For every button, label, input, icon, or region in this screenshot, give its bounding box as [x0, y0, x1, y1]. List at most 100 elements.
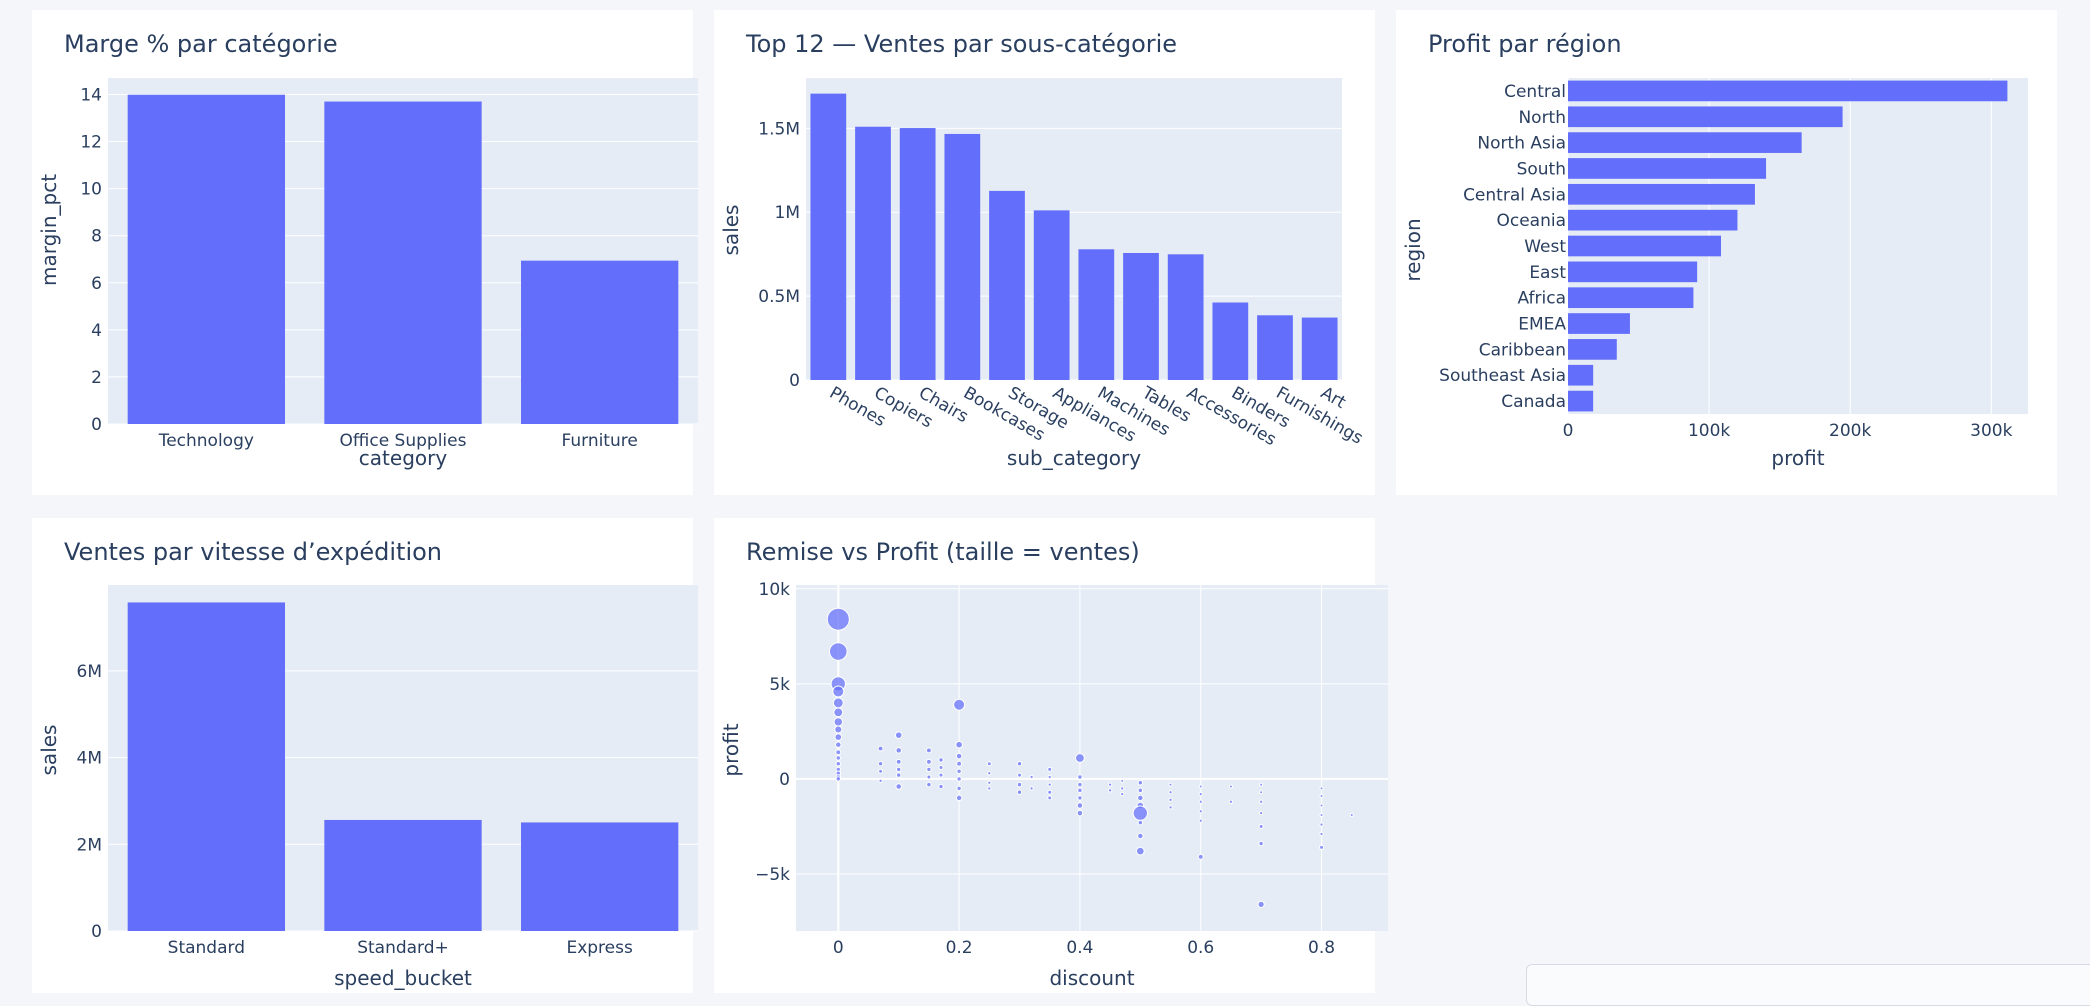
bar — [1568, 364, 1594, 386]
bar — [1301, 317, 1338, 380]
scatter-point — [1029, 774, 1034, 780]
card-profit-by-region: Profit par région 0 100k 200k 300k Central No… — [1396, 10, 2057, 495]
scatter-point — [956, 768, 962, 775]
bar-chart-region: 0 100k 200k 300k Central North North Asia South… — [1401, 78, 2028, 470]
y-tick-label: 10 — [80, 180, 102, 200]
x-tick-label: 0.4 — [1066, 938, 1093, 958]
y-tick-label: 5k — [769, 675, 790, 695]
card-sales-by-speed: Ventes par vitesse d’expédition 0 2M 4M 6M S… — [32, 518, 698, 993]
scatter-point — [1259, 790, 1264, 795]
scatter-point — [1132, 805, 1148, 821]
y-tick-label: 0.5M — [758, 287, 800, 307]
scatter-point — [1349, 813, 1354, 818]
y-tick-label: 0 — [91, 415, 102, 435]
y-tick-label: 8 — [91, 227, 102, 247]
bar — [1568, 339, 1617, 360]
scatter-point — [1228, 799, 1234, 804]
x-tick-label: Office Supplies — [340, 431, 467, 451]
scatter-point — [938, 765, 944, 770]
scatter-point — [833, 717, 843, 727]
x-tick-label: Furniture — [562, 431, 638, 451]
bar — [1078, 249, 1115, 380]
scatter-point — [1075, 753, 1085, 763]
scatter-chart-discount-profit: 0 0.2 0.4 0.6 0.8 −5k 0 5k 10k discount profit — [719, 580, 1388, 990]
scatter-point — [1120, 778, 1125, 783]
bar — [1568, 106, 1843, 128]
x-axis-title: sub_category — [1007, 446, 1141, 470]
x-tick-label: 0.2 — [946, 938, 973, 958]
bar — [1033, 210, 1070, 380]
y-tick-label: 6 — [91, 274, 102, 294]
bar — [1212, 302, 1249, 380]
scatter-point — [833, 707, 844, 718]
scatter-point — [1197, 853, 1204, 860]
scatter-point — [1120, 786, 1125, 791]
y-tick-label: Caribbean — [1479, 340, 1566, 360]
scatter-point — [1047, 782, 1052, 787]
scatter-point — [925, 758, 932, 765]
y-axis-title: sales — [37, 725, 61, 776]
bar — [989, 190, 1025, 380]
scatter-point — [835, 761, 841, 767]
chart-title: Marge % par catégorie — [64, 30, 338, 58]
x-tick-label: 300k — [1970, 421, 2012, 441]
x-tick-label: 0.6 — [1187, 938, 1214, 958]
y-tick-label: 4M — [77, 749, 102, 769]
bar — [1568, 313, 1630, 334]
y-tick-label: East — [1529, 263, 1566, 283]
bar — [1568, 261, 1698, 283]
y-tick-label: 6M — [77, 662, 102, 682]
bar — [1568, 80, 2008, 102]
y-tick-label: 1M — [775, 203, 800, 223]
scatter-point — [955, 740, 963, 749]
scatter-point — [1077, 795, 1083, 801]
bar — [1257, 315, 1293, 380]
scatter-point — [987, 780, 992, 785]
scatter-point — [1107, 788, 1113, 793]
bar — [324, 101, 482, 424]
y-tick-label: −5k — [755, 865, 790, 885]
scatter-point — [1029, 786, 1034, 791]
y-tick-label: South — [1517, 159, 1566, 179]
x-tick-label: Technology — [158, 431, 254, 451]
bar — [1568, 183, 1755, 205]
scatter-point — [1319, 803, 1324, 808]
scatter-point — [938, 772, 944, 778]
scatter-point — [926, 774, 932, 780]
y-tick-label: West — [1524, 237, 1566, 257]
scatter-point — [835, 755, 841, 761]
scatter-point — [1319, 786, 1324, 791]
x-tick-label: 100k — [1688, 421, 1730, 441]
scatter-point — [1258, 810, 1264, 816]
scatter-point — [1198, 784, 1203, 789]
x-tick-label: 200k — [1829, 421, 1871, 441]
scatter-point — [1047, 766, 1053, 772]
chart-title: Profit par région — [1428, 30, 1622, 58]
bar-chart-margin: 0 2 4 6 8 10 12 14 Technology Office Supplies Furn… — [37, 78, 698, 470]
scatter-point — [1319, 831, 1324, 837]
scatter-point — [1120, 791, 1125, 797]
x-axis-title: discount — [1049, 966, 1134, 990]
scatter-point — [987, 771, 992, 776]
scatter-point — [1076, 802, 1084, 809]
scatter-point — [835, 741, 842, 748]
y-tick-label: EMEA — [1518, 315, 1566, 335]
y-tick-label: Central Asia — [1463, 185, 1566, 205]
scatter-point — [1016, 781, 1023, 788]
x-axis-title: category — [359, 446, 448, 470]
scatter-point — [835, 776, 841, 782]
scatter-point — [925, 747, 932, 754]
scatter-point — [1319, 844, 1325, 850]
y-axis-title: region — [1401, 218, 1425, 281]
plot-area — [796, 585, 1388, 931]
bar — [1568, 158, 1767, 179]
scatter-point — [1198, 809, 1203, 814]
bar — [855, 126, 891, 380]
scatter-point — [1077, 774, 1083, 780]
y-tick-label: North — [1518, 108, 1566, 128]
scatter-point — [832, 685, 845, 698]
x-axis-title: profit — [1771, 446, 1824, 470]
scatter-point — [1047, 789, 1053, 795]
y-tick-label: 12 — [80, 133, 102, 153]
scatter-point — [878, 768, 884, 774]
